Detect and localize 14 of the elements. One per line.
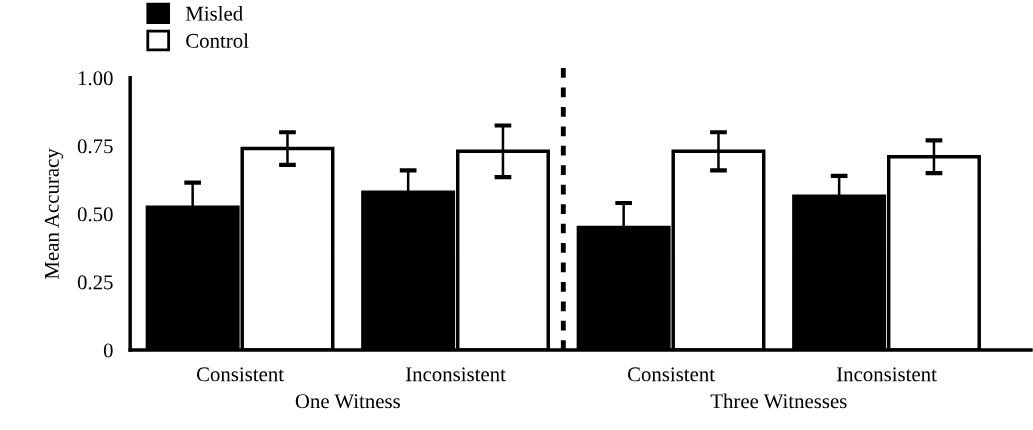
y-tick-label: 0.50 <box>77 207 113 222</box>
y-axis-title: Mean Accuracy <box>44 148 64 279</box>
x-tick-label: Inconsistent <box>836 367 937 382</box>
y-tick-label: 0.75 <box>77 139 113 154</box>
text: One Witness <box>295 394 400 409</box>
x-tick-label: Inconsistent <box>405 367 506 382</box>
x-tick-label: Consistent <box>196 367 284 382</box>
text: Three Witnesses <box>710 393 847 409</box>
legend-label: Control <box>186 33 249 48</box>
y-tick-label: 1.00 <box>78 71 113 86</box>
y-tick-label: 0.25 <box>77 275 113 290</box>
x-tick-label: Consistent <box>627 367 715 382</box>
legend-label: Misled <box>185 6 243 21</box>
y-tick-label: 0 <box>103 343 113 358</box>
